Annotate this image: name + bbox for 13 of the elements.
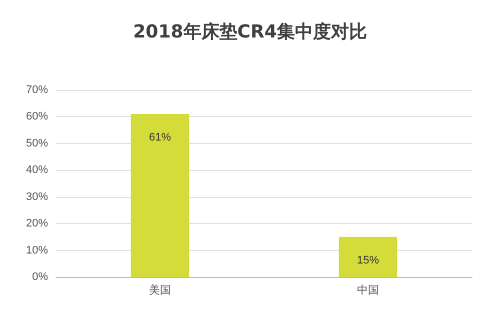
y-tick-label: 20% bbox=[26, 218, 48, 230]
x-tick-label: 中国 bbox=[357, 284, 379, 296]
y-tick-label: 70% bbox=[26, 84, 48, 96]
x-tick-label: 美国 bbox=[149, 284, 171, 296]
y-tick-label: 0% bbox=[32, 271, 48, 283]
chart-title: 2018年床垫CR4集中度对比 bbox=[133, 22, 367, 42]
data-label: 61% bbox=[148, 132, 172, 144]
y-tick-label: 50% bbox=[26, 137, 48, 150]
y-tick-label: 10% bbox=[26, 244, 48, 256]
y-tick-label: 60% bbox=[26, 110, 48, 123]
y-tick-label: 40% bbox=[26, 164, 48, 176]
data-label: 15% bbox=[356, 254, 380, 266]
y-tick-label: 30% bbox=[26, 190, 48, 203]
